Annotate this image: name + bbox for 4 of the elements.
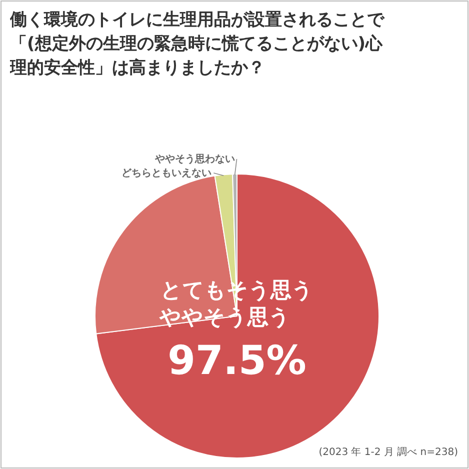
text: 97.5% xyxy=(168,338,306,384)
text: (2023 年 1-2 月 調べ n=238) xyxy=(318,446,458,458)
slice-label: どちらともいえない xyxy=(122,168,212,179)
slice-label: ややそう思わない xyxy=(154,153,235,165)
